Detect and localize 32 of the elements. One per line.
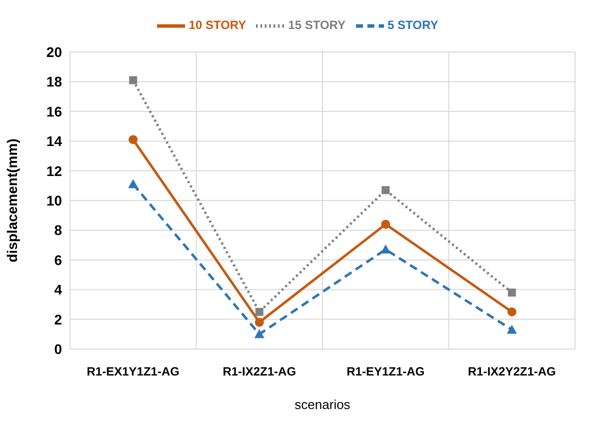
legend-label: 10 STORY (188, 18, 246, 32)
point (128, 135, 138, 144)
x-tick-label: R1-IX2Y2Z1-AG (468, 364, 556, 379)
point (129, 76, 138, 84)
y-tick-label: 0 (54, 340, 62, 357)
point (254, 318, 264, 327)
legend-label: 15 STORY (288, 18, 346, 32)
y-axis-title: displacement(mm) (4, 138, 20, 262)
point (507, 307, 516, 316)
y-tick-label: 4 (54, 282, 62, 298)
y-tick-label: 10 (46, 192, 62, 208)
y-tick-label: 8 (54, 222, 62, 238)
point (254, 329, 264, 338)
x-axis-title: scenarios (294, 397, 351, 412)
point (380, 244, 391, 254)
legend-label: 5 STORY (388, 18, 438, 32)
x-tick-label: R1-EX1Y1Z1-AG (86, 364, 180, 379)
point (255, 308, 264, 316)
y-tick-label: 16 (46, 103, 62, 120)
point (382, 186, 390, 194)
y-tick-label: 14 (46, 133, 62, 150)
x-tick-label: R1-IX2Z1-AG (222, 364, 296, 379)
point (381, 220, 390, 229)
y-tick-label: 6 (54, 252, 62, 268)
y-tick-label: 2 (54, 311, 62, 328)
x-tick-label: R1-EY1Z1-AG (346, 364, 425, 379)
point (506, 324, 517, 334)
y-tick-label: 18 (46, 74, 62, 90)
point (128, 179, 138, 188)
y-tick-label: 12 (46, 162, 62, 179)
point (508, 288, 516, 297)
y-tick-label: 20 (46, 44, 62, 60)
